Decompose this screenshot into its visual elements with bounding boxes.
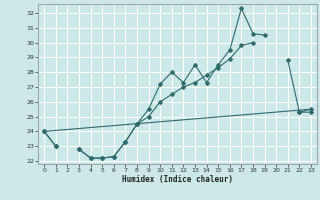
X-axis label: Humidex (Indice chaleur): Humidex (Indice chaleur) bbox=[122, 175, 233, 184]
